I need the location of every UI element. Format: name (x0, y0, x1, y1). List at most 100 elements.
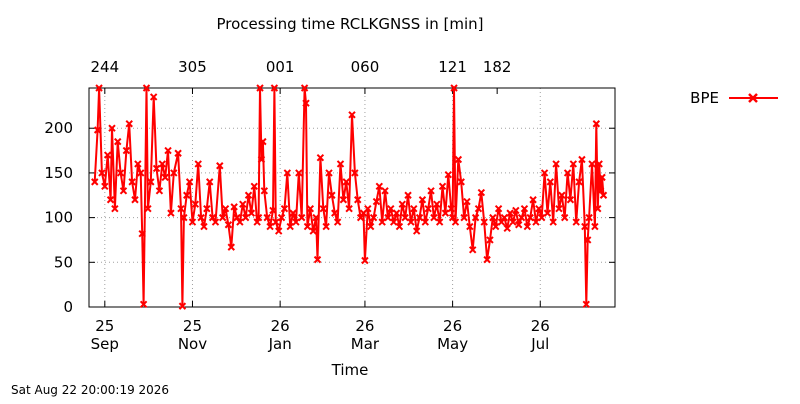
series-bpe (91, 84, 608, 310)
data-point (497, 218, 506, 226)
series-line-bpe (93, 87, 605, 308)
data-point (526, 213, 534, 222)
data-point (469, 246, 477, 254)
data-point (322, 222, 330, 231)
data-point (333, 218, 342, 226)
data-point (582, 300, 590, 309)
plot-frame (88, 87, 616, 308)
data-point (206, 178, 214, 186)
legend: BPE (690, 89, 778, 107)
x2-tick-label: 060 (351, 58, 380, 76)
data-point (180, 213, 188, 222)
data-point (263, 213, 271, 222)
data-point (543, 209, 552, 217)
data-point (259, 137, 267, 146)
data-point (594, 204, 602, 213)
data-point (378, 218, 386, 226)
data-point (208, 213, 217, 222)
data-point (103, 151, 112, 159)
data-point (342, 178, 350, 186)
data-point (247, 209, 256, 217)
data-point (477, 188, 486, 197)
data-point (309, 227, 317, 235)
data-point (142, 84, 151, 92)
data-point (292, 218, 300, 226)
data-point (448, 213, 457, 222)
data-point (356, 213, 365, 222)
data-point (177, 204, 185, 213)
data-point (441, 209, 450, 217)
data-point (241, 213, 250, 222)
x2-tick-label: 244 (90, 58, 119, 76)
data-point (578, 155, 586, 164)
data-point (194, 160, 202, 168)
data-point (170, 169, 178, 177)
data-point (364, 204, 372, 213)
x-tick-label: 25 (95, 317, 114, 335)
data-point (106, 196, 115, 204)
data-point (149, 93, 158, 101)
data-point (302, 99, 310, 107)
data-point (138, 229, 146, 238)
data-point (260, 187, 269, 195)
data-point (535, 204, 543, 213)
data-point (447, 204, 455, 213)
data-point (430, 213, 438, 222)
data-point (345, 204, 353, 213)
data-point (161, 173, 169, 182)
data-point (583, 236, 592, 244)
data-point (549, 218, 557, 226)
x2-tick-label: 121 (438, 58, 467, 76)
data-point (197, 213, 205, 222)
data-point (316, 154, 325, 162)
data-point (295, 169, 303, 177)
data-point (463, 197, 471, 206)
x-tick-label: 26 (531, 317, 550, 335)
data-point (111, 204, 119, 213)
data-point (471, 213, 480, 222)
data-point (489, 213, 497, 222)
data-point (218, 213, 227, 222)
legend-marker-bpe (748, 93, 758, 103)
data-point (266, 222, 274, 231)
data-point (401, 213, 409, 222)
data-point (404, 191, 412, 199)
data-point (191, 200, 200, 208)
x2-tick-label: 305 (178, 58, 207, 76)
data-point (297, 213, 306, 222)
x-tick-label: 25 (183, 317, 202, 335)
data-point (312, 213, 320, 222)
data-point (596, 187, 605, 195)
data-point (540, 169, 549, 177)
data-point (303, 222, 312, 231)
data-point (91, 178, 99, 186)
data-point (203, 204, 211, 213)
data-point (283, 169, 292, 177)
data-point (480, 218, 488, 226)
data-point (486, 236, 494, 244)
data-point (336, 160, 345, 168)
y-tick-label: 150 (44, 164, 73, 182)
data-point (244, 191, 253, 199)
data-point (588, 160, 596, 168)
data-point (532, 218, 540, 226)
data-point (558, 191, 566, 199)
data-point (137, 169, 145, 177)
data-point (351, 169, 359, 177)
x-tick-label: 26 (355, 317, 374, 335)
x-tick-label: Jul (530, 335, 549, 353)
data-point (563, 169, 572, 177)
data-point (178, 302, 187, 310)
data-point (200, 222, 208, 231)
data-point (155, 187, 164, 195)
data-point (272, 218, 280, 226)
data-point (552, 160, 560, 168)
data-point (595, 160, 603, 168)
data-point (387, 204, 395, 213)
data-point (227, 243, 235, 251)
data-point (450, 84, 458, 92)
data-point (274, 227, 283, 235)
data-point (560, 213, 569, 222)
